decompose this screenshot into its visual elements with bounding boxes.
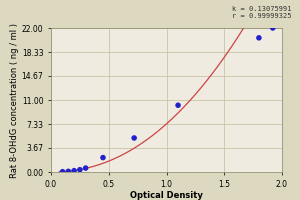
Point [77,168,82,171]
Point [256,36,261,39]
Text: k = 0.13075991
r = 0.99999325: k = 0.13075991 r = 0.99999325 [232,6,291,19]
Y-axis label: Rat 8-OHdG concentration ( ng / ml ): Rat 8-OHdG concentration ( ng / ml ) [10,22,19,178]
Point [176,104,181,107]
Point [66,170,71,173]
Point [100,156,105,159]
Point [60,170,65,173]
Point [83,166,88,170]
Point [72,169,76,172]
Point [132,136,136,140]
Point [270,26,275,30]
X-axis label: Optical Density: Optical Density [130,191,203,200]
